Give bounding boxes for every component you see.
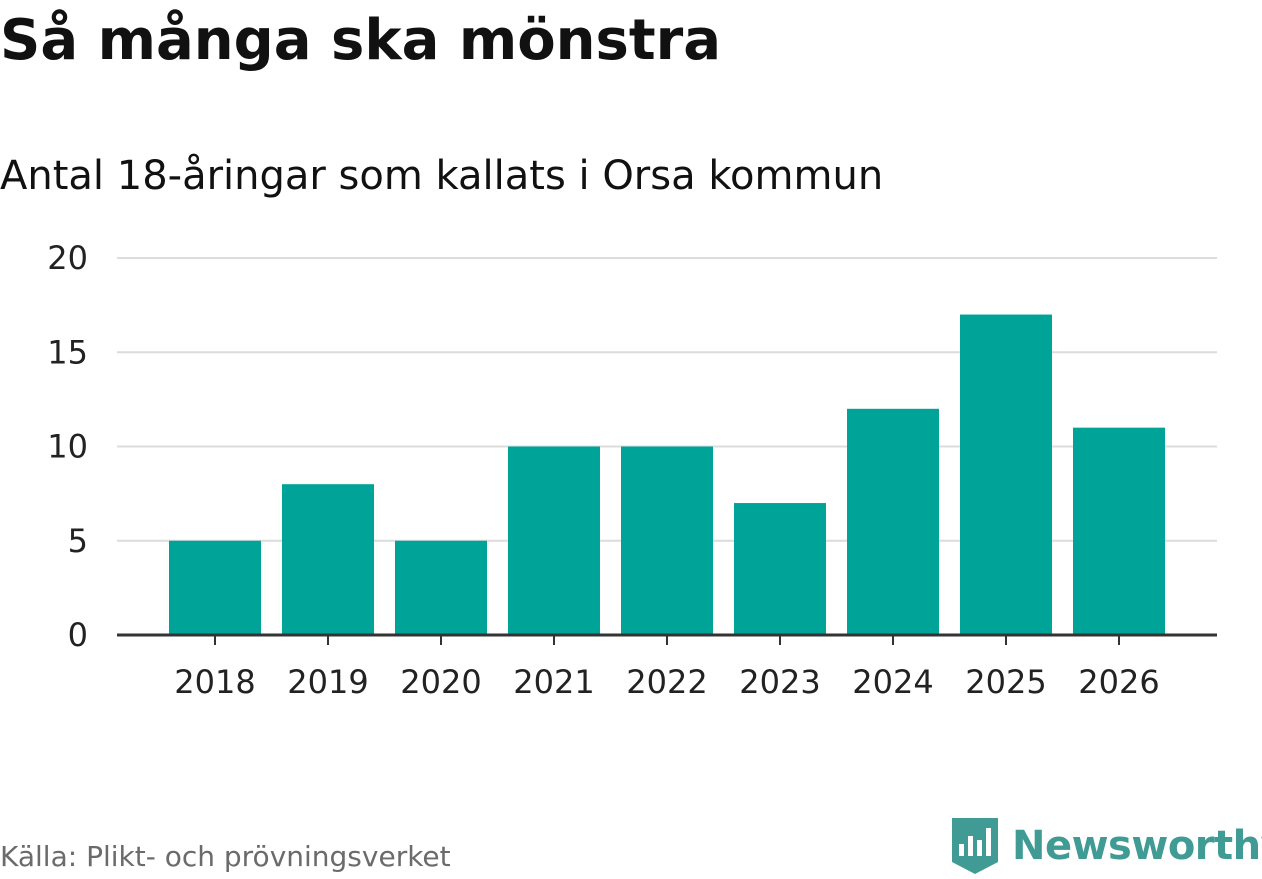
bar-2023 xyxy=(734,503,826,635)
y-tick-label: 20 xyxy=(47,239,88,277)
x-tick-label: 2019 xyxy=(287,663,368,701)
bar-2020 xyxy=(395,540,487,635)
x-tick-label: 2025 xyxy=(965,663,1046,701)
x-tick-label: 2018 xyxy=(174,663,255,701)
newsworthy-logo-icon xyxy=(952,818,998,874)
x-tick-label: 2021 xyxy=(513,663,594,701)
x-tick-label: 2023 xyxy=(739,663,820,701)
axes: 0 5 10 15 20 2018 2019 2020 2021 2022 2023 2024 2025… xyxy=(47,239,1217,701)
bar-2021 xyxy=(508,446,600,635)
y-tick-label: 5 xyxy=(68,522,88,560)
bar-2026 xyxy=(1073,427,1165,635)
x-tick-label: 2022 xyxy=(626,663,707,701)
x-tick-label: 2026 xyxy=(1078,663,1159,701)
bar-2025 xyxy=(960,314,1052,635)
chart-title: Så många ska mönstra xyxy=(0,8,722,73)
chart-subtitle: Antal 18-åringar som kallats i Orsa komm… xyxy=(0,153,884,199)
bar-2022 xyxy=(621,446,713,635)
y-tick-label: 0 xyxy=(68,616,88,654)
brand-name: Newsworthy xyxy=(1012,823,1262,869)
source-note: Källa: Plikt- och prövningsverket xyxy=(0,840,451,873)
y-tick-label: 15 xyxy=(47,333,88,371)
bars xyxy=(169,314,1165,635)
x-tick-label: 2020 xyxy=(400,663,481,701)
y-tick-label: 10 xyxy=(47,428,88,466)
bar-2019 xyxy=(282,484,374,635)
x-tick-label: 2024 xyxy=(852,663,933,701)
bar-2018 xyxy=(169,540,261,635)
brand: Newsworthy xyxy=(950,816,1262,876)
bar-2024 xyxy=(847,408,939,635)
